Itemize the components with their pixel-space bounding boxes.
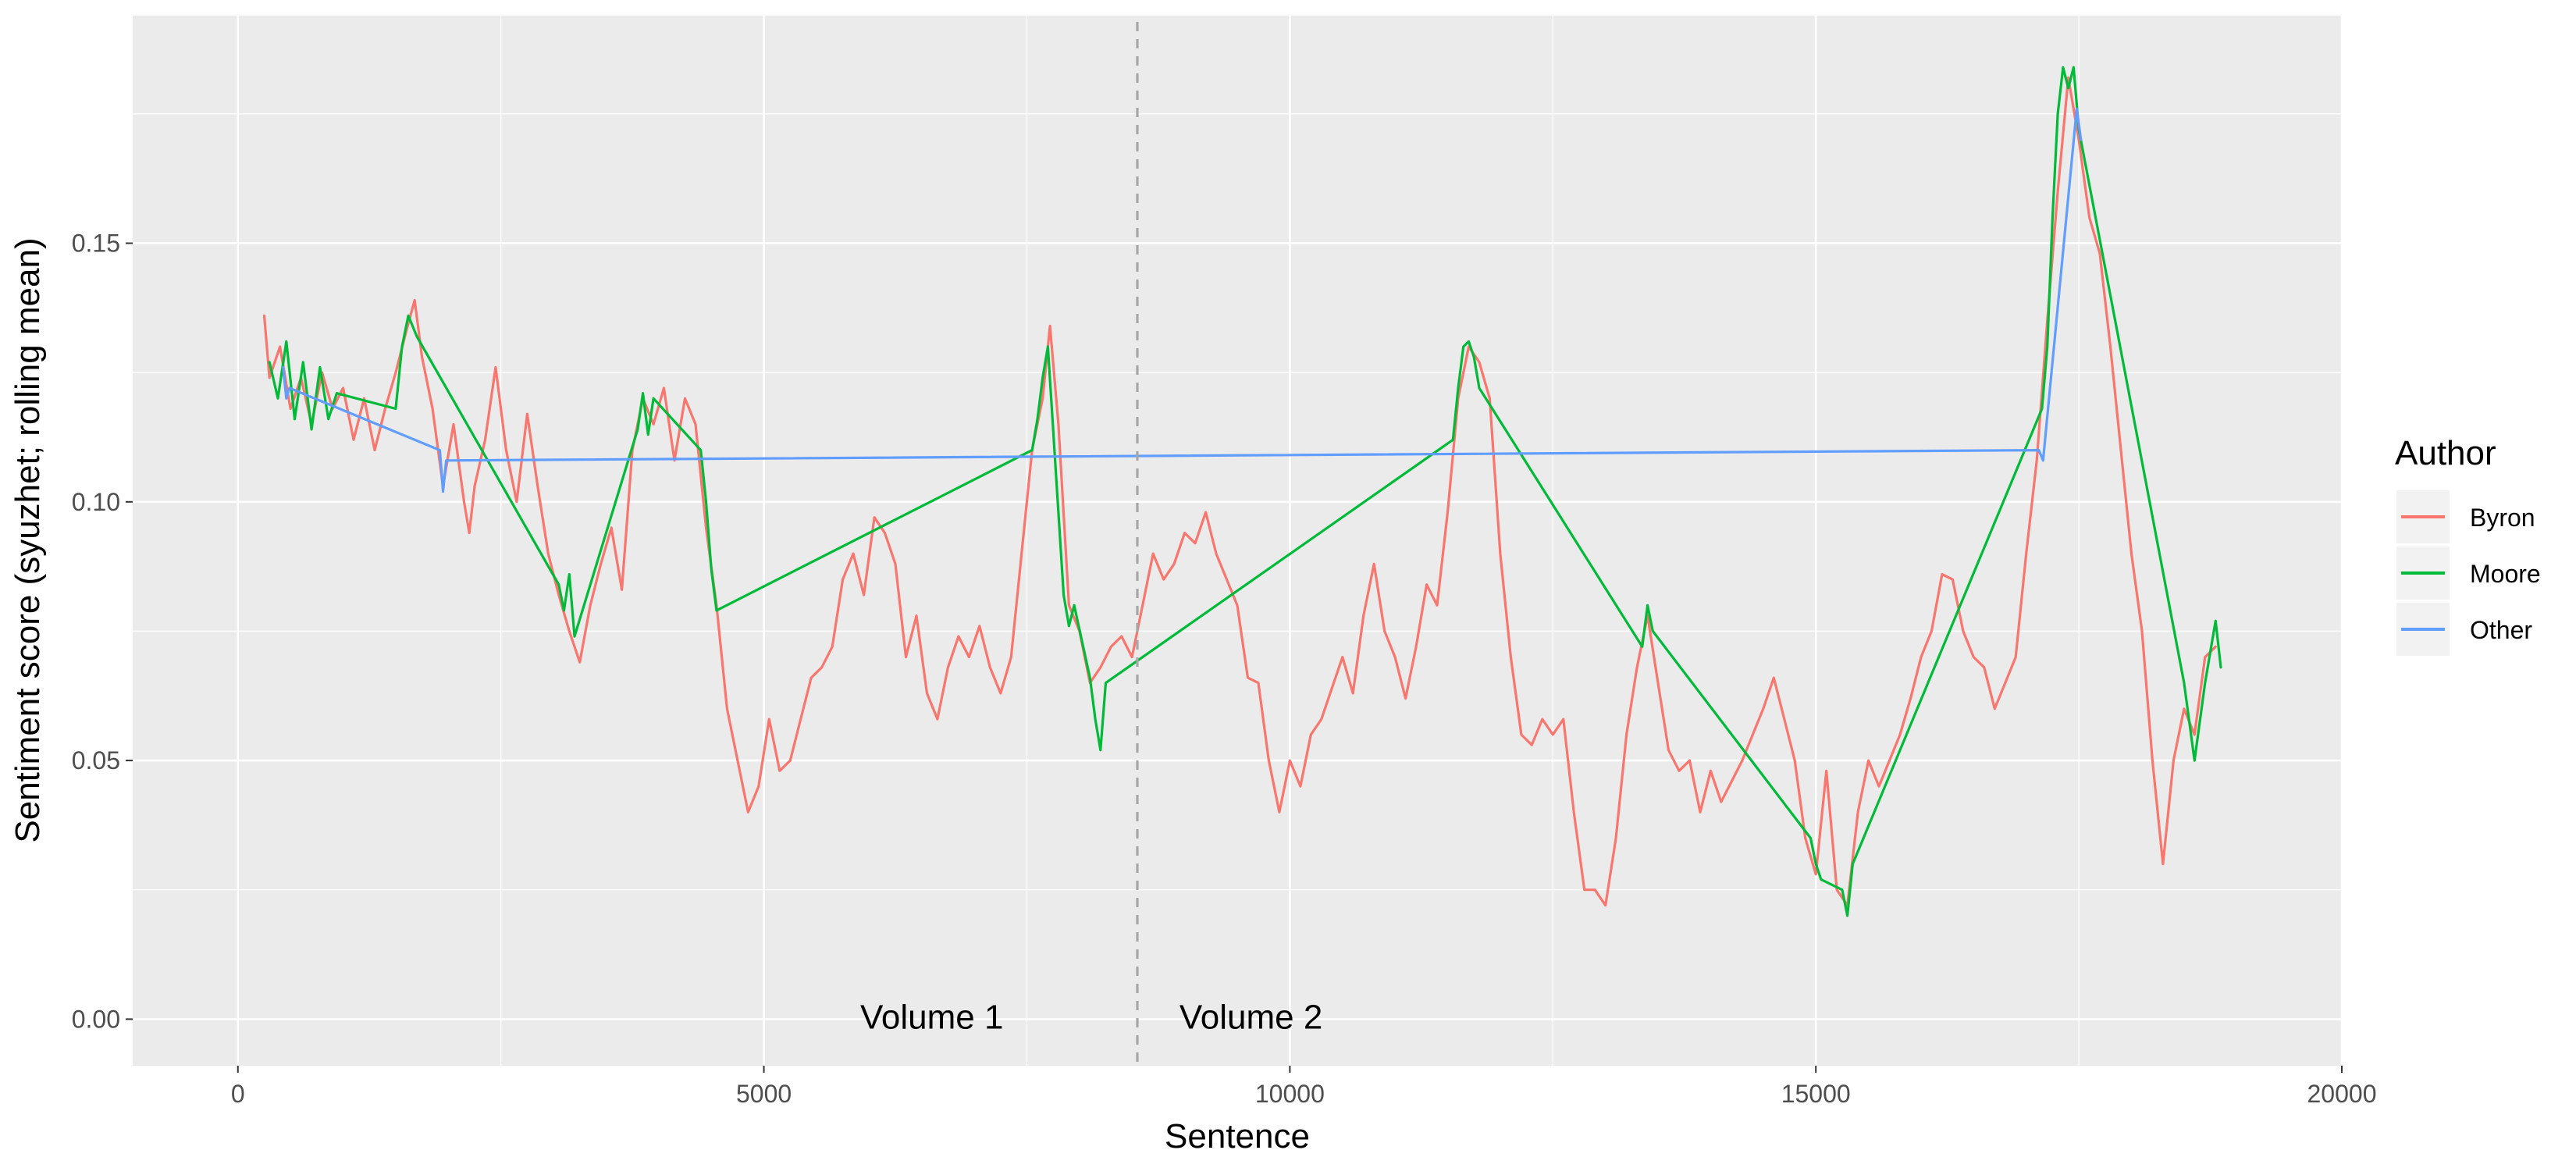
y-axis-label: Sentiment score (syuzhet; rolling mean): [9, 237, 47, 842]
x-tick-label: 10000: [1255, 1080, 1325, 1108]
x-tick-label: 5000: [736, 1080, 792, 1108]
volume-1-label: Volume 1: [860, 998, 1003, 1036]
volume-2-label: Volume 2: [1179, 998, 1322, 1036]
y-axis: 0.00 0.05 0.10 0.15: [72, 230, 133, 1033]
x-axis-label: Sentence: [1165, 1117, 1310, 1155]
series-line-other: [282, 107, 2083, 493]
annotation-layer: Volume 1 Volume 2: [860, 22, 1322, 1066]
y-tick-label: 0.15: [72, 230, 120, 258]
plot-background: [133, 16, 2342, 1066]
x-tick-label: 0: [231, 1080, 245, 1108]
y-tick-label: 0.05: [72, 746, 120, 774]
y-tick-label: 0.10: [72, 488, 120, 516]
legend-label-byron: Byron: [2470, 504, 2535, 532]
series-line-moore: [268, 66, 2222, 917]
x-axis: 0 5000 10000 15000 20000: [231, 1066, 2377, 1108]
y-tick-label: 0.00: [72, 1005, 120, 1033]
legend-label-moore: Moore: [2470, 560, 2541, 588]
series-line-byron: [262, 76, 2217, 907]
x-tick-label: 15000: [1781, 1080, 1851, 1108]
legend: Author Byron Moore Other: [2395, 434, 2541, 656]
legend-title: Author: [2395, 434, 2496, 472]
series-lines: [262, 66, 2222, 917]
x-tick-label: 20000: [2307, 1080, 2377, 1108]
legend-label-other: Other: [2470, 616, 2532, 644]
grid-major: [133, 16, 2343, 1066]
grid-minor: [133, 16, 2342, 1066]
